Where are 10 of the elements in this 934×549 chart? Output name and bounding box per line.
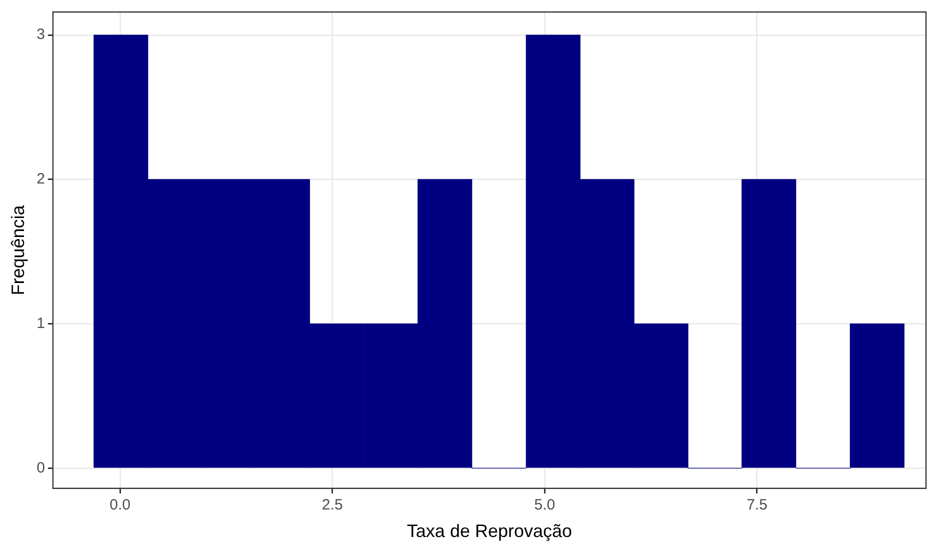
- x-tick-label: 2.5: [322, 496, 343, 514]
- y-tick-label: 2: [36, 170, 45, 188]
- x-tick-label: 0.0: [110, 496, 130, 514]
- x-tick-label: 7.5: [746, 496, 768, 514]
- x-axis-title: Taxa de Reprovação: [406, 521, 572, 542]
- y-tick-label: 1: [36, 314, 45, 332]
- y-axis-title: Frequência: [8, 204, 28, 296]
- y-tick-label: 3: [36, 26, 45, 44]
- x-tick-label: 5.0: [534, 496, 556, 514]
- y-tick-label: 0: [36, 459, 45, 476]
